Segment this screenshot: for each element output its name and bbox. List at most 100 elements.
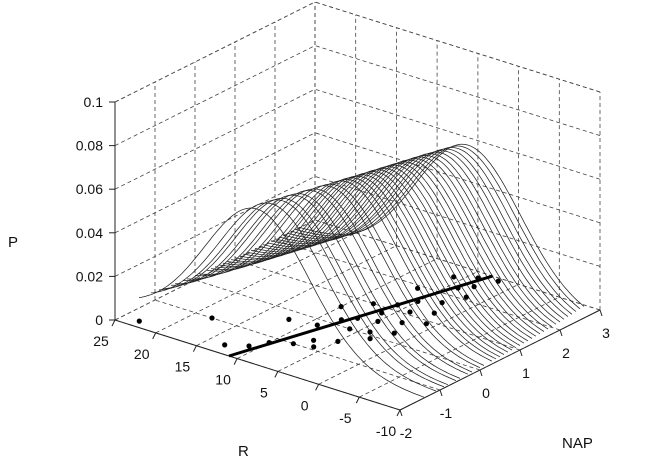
data-point bbox=[314, 322, 320, 328]
back-wall-grid-line bbox=[114, 45, 316, 146]
data-point bbox=[335, 338, 341, 344]
y-tick-label: 25 bbox=[93, 333, 109, 349]
floor-grid-line bbox=[318, 283, 519, 385]
y-tick-label: -5 bbox=[339, 410, 352, 426]
density-curve bbox=[206, 180, 493, 362]
data-point bbox=[375, 318, 381, 324]
top-edge bbox=[114, 1, 316, 103]
data-point bbox=[367, 336, 373, 342]
data-point bbox=[415, 285, 421, 291]
data-point bbox=[370, 301, 376, 307]
data-point bbox=[311, 344, 317, 350]
floor-grid-line bbox=[277, 271, 479, 372]
floor-grid-line bbox=[155, 232, 356, 334]
y-tick-label: 10 bbox=[215, 372, 231, 388]
density-curves bbox=[138, 143, 585, 398]
x-tick-label: 3 bbox=[602, 325, 610, 341]
x-axis-line bbox=[399, 309, 601, 411]
tick-labels: -2-10123-10-5051015202500.020.040.060.08… bbox=[76, 94, 610, 441]
side-wall-grid-line bbox=[314, 88, 601, 180]
density-curve bbox=[270, 155, 557, 325]
x-tick-mark bbox=[559, 329, 563, 337]
data-point bbox=[246, 343, 252, 349]
data-point bbox=[338, 304, 344, 310]
data-point bbox=[407, 309, 413, 315]
y-tick-label: -10 bbox=[376, 423, 396, 439]
floor-grid-line bbox=[359, 296, 560, 398]
data-point bbox=[367, 329, 373, 335]
y-tick-mark bbox=[152, 332, 157, 340]
y-tick-mark bbox=[111, 319, 116, 327]
z-tick-label: 0 bbox=[95, 312, 103, 328]
x-tick-mark bbox=[479, 369, 483, 377]
density-curve bbox=[286, 148, 573, 315]
z-axis-label: P bbox=[8, 234, 18, 251]
back-wall-grid-line bbox=[114, 219, 316, 321]
density-curve bbox=[262, 158, 549, 330]
back-wall-grid-line bbox=[114, 88, 316, 190]
back-wall-grid-line bbox=[114, 176, 316, 277]
data-point bbox=[136, 318, 142, 324]
density-curve bbox=[238, 167, 525, 344]
x-axis-label: NAP bbox=[562, 435, 593, 452]
data-point bbox=[423, 321, 429, 327]
y-tick-label: 5 bbox=[260, 384, 268, 400]
y-tick-label: 20 bbox=[134, 346, 150, 362]
density-curve bbox=[278, 151, 565, 320]
z-tick-label: 0.06 bbox=[76, 181, 103, 197]
back-wall-grid-line bbox=[114, 132, 316, 234]
density-curve bbox=[290, 147, 577, 312]
x-tick-label: -2 bbox=[400, 425, 413, 441]
floor-grid-line bbox=[234, 259, 521, 351]
data-point bbox=[471, 284, 477, 290]
data-point bbox=[286, 316, 292, 322]
x-tick-label: -1 bbox=[440, 405, 453, 421]
data-point bbox=[222, 342, 228, 348]
density-curve bbox=[282, 150, 569, 317]
x-tick-mark bbox=[519, 349, 523, 357]
y-tick-label: 0 bbox=[301, 397, 309, 413]
regression-line bbox=[228, 274, 493, 358]
density-curve bbox=[274, 153, 561, 323]
data-point bbox=[209, 315, 215, 321]
data-point bbox=[463, 294, 469, 300]
y-axis-label: R bbox=[238, 443, 249, 460]
data-point bbox=[399, 320, 405, 326]
floor-grid-line bbox=[194, 279, 481, 371]
side-wall-grid-line bbox=[314, 45, 601, 136]
data-point bbox=[311, 337, 317, 343]
z-tick-label: 0.08 bbox=[76, 138, 103, 154]
data-point bbox=[290, 341, 296, 347]
side-wall-grid-line bbox=[314, 132, 601, 224]
data-point bbox=[451, 274, 457, 280]
axis-box bbox=[109, 101, 603, 417]
floor-grid-line bbox=[196, 245, 397, 347]
y-tick-mark bbox=[355, 396, 360, 404]
density-curve bbox=[186, 188, 473, 373]
data-point bbox=[391, 330, 397, 336]
density-curve bbox=[294, 145, 581, 310]
density-curve bbox=[138, 207, 425, 398]
data-point bbox=[431, 310, 437, 316]
data-point bbox=[495, 278, 501, 284]
y-axis-line bbox=[114, 319, 401, 411]
density-curve bbox=[298, 143, 585, 307]
data-point bbox=[347, 326, 353, 332]
x-tick-label: 2 bbox=[562, 345, 570, 361]
x-tick-mark bbox=[399, 409, 403, 417]
y-tick-mark bbox=[396, 409, 401, 417]
density-curve bbox=[158, 199, 445, 388]
data-point bbox=[439, 300, 445, 306]
density-curve bbox=[210, 179, 497, 360]
y-tick-mark bbox=[233, 358, 238, 365]
x-tick-label: 1 bbox=[522, 365, 530, 381]
y-tick-mark bbox=[192, 345, 197, 352]
z-tick-label: 0.1 bbox=[84, 94, 104, 110]
y-tick-label: 15 bbox=[175, 359, 191, 375]
x-tick-mark bbox=[599, 309, 603, 317]
y-tick-mark bbox=[315, 384, 320, 391]
regression-line-group bbox=[228, 274, 493, 358]
z-tick-label: 0.04 bbox=[76, 225, 103, 241]
side-wall-grid-line bbox=[314, 176, 601, 267]
